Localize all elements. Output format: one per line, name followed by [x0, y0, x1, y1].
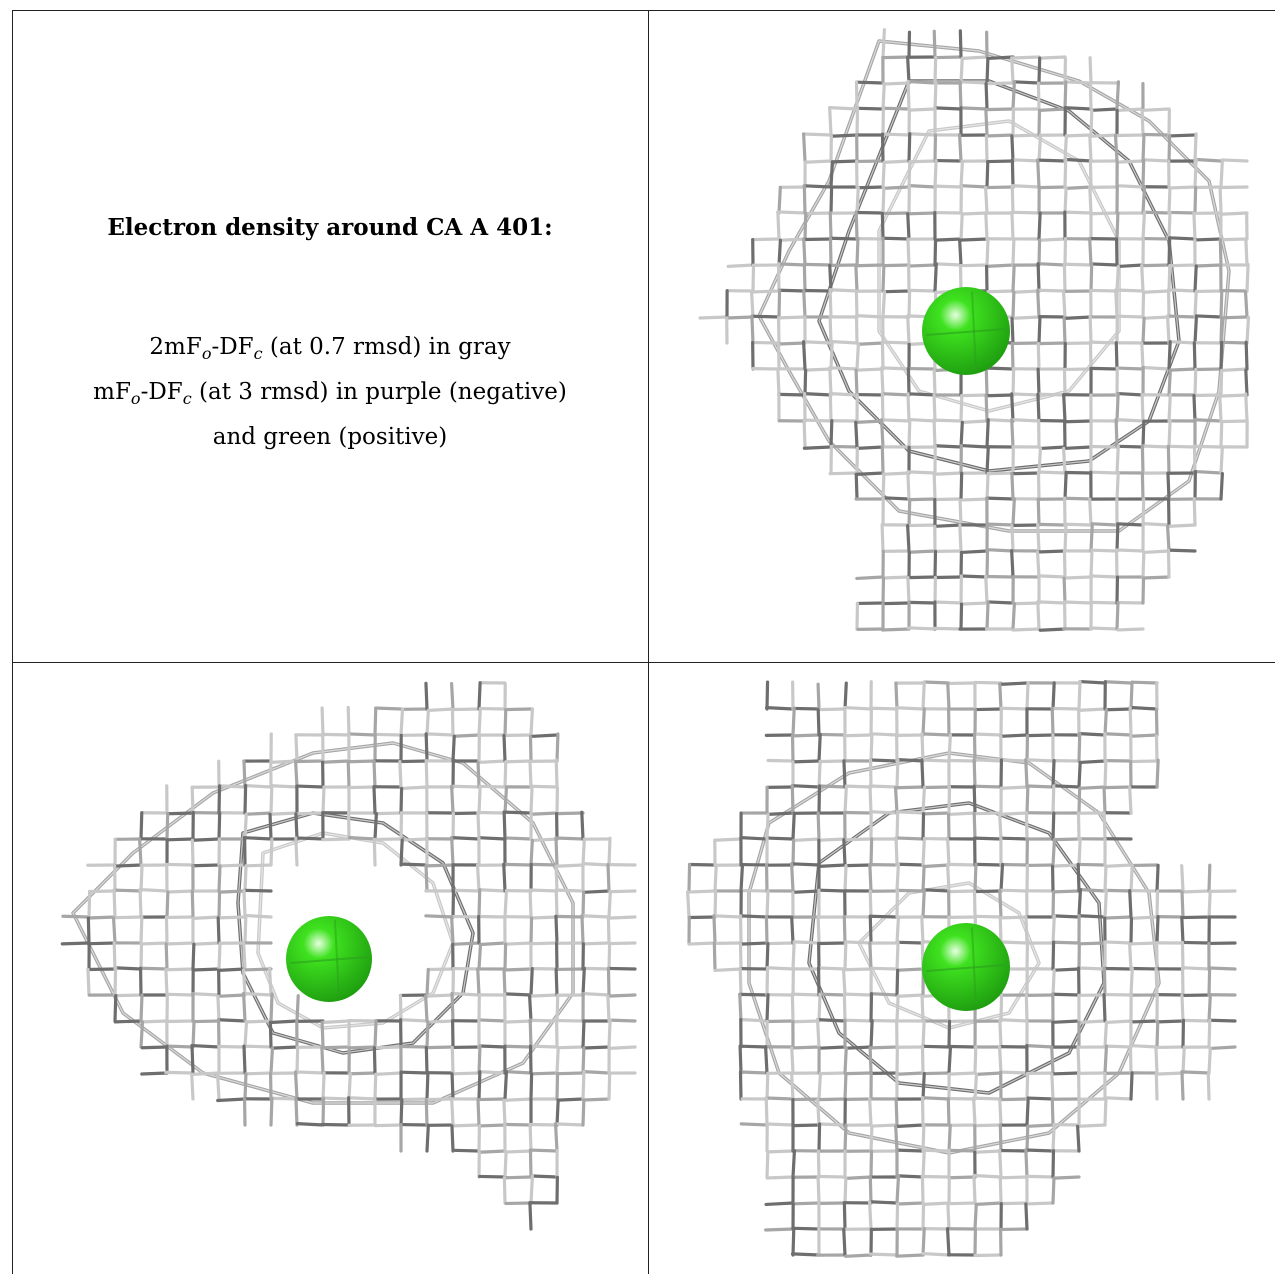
caption-line-difference: mFo-DFc (at 3 rmsd) in purple (negative) — [93, 379, 567, 408]
caption-body: 2mFo-DFc (at 0.7 rmsd) in gray mFo-DFc (… — [12, 328, 648, 456]
electron-density-mesh-icon — [698, 28, 1251, 632]
rule-middle-vertical — [648, 10, 649, 1274]
panel-top-right — [649, 11, 1275, 662]
panel-bottom-right — [649, 663, 1275, 1274]
caption-cell: Electron density around CA A 401: 2mFo-D… — [12, 10, 648, 662]
rule-top — [12, 10, 1275, 11]
caption-line-green: and green (positive) — [212, 424, 448, 450]
panel-bottom-left — [13, 663, 648, 1274]
rule-left — [12, 10, 13, 1274]
electron-density-mesh-icon — [686, 679, 1237, 1258]
caption-line-gray: 2mFo-DFc (at 0.7 rmsd) in gray — [149, 334, 511, 363]
caption-title: Electron density around CA A 401: — [107, 214, 553, 241]
rule-middle-horizontal — [12, 662, 1275, 663]
electron-density-mesh-icon — [60, 681, 637, 1231]
